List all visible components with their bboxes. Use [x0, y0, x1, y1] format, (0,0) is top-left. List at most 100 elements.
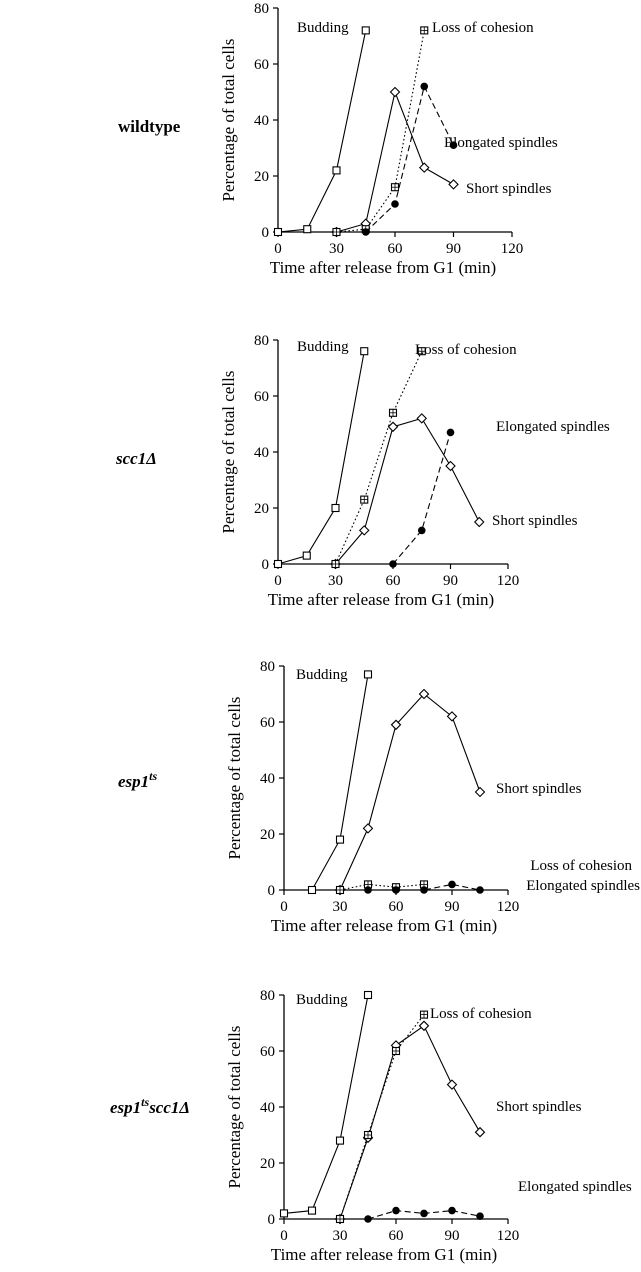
series-label: Elongated spindles	[496, 419, 610, 435]
axes	[277, 8, 512, 233]
diamond-marker	[390, 719, 402, 731]
x-axis-title: Time after release from G1 (min)	[270, 258, 496, 277]
crossed-square-marker	[360, 495, 369, 504]
series-line	[283, 994, 369, 1214]
series-label: Elongated spindles	[526, 878, 640, 894]
square-marker	[303, 225, 312, 234]
series-loss-of-cohesion	[335, 1010, 429, 1224]
x-tick-label: 0	[280, 1228, 288, 1244]
series-label: Short spindles	[496, 1099, 582, 1115]
series-label: Loss of cohesion	[430, 1006, 532, 1022]
series-line	[339, 883, 425, 891]
strain-name: esp1	[118, 772, 149, 791]
series-short-spindles	[334, 1020, 486, 1225]
x-axis-title: Time after release from G1 (min)	[268, 590, 494, 609]
square-marker	[307, 885, 317, 895]
series-label: Budding	[297, 20, 349, 36]
series-line	[339, 693, 481, 891]
x-tick-label: 90	[445, 1228, 460, 1244]
square-marker	[332, 166, 341, 175]
diamond-marker	[387, 421, 399, 433]
filled-circle-marker	[420, 886, 428, 894]
filled-circle-marker	[446, 428, 455, 437]
strain-label: esp1tsscc1Δ	[110, 1095, 190, 1117]
square-marker	[307, 1206, 317, 1215]
series-line	[277, 30, 367, 233]
strain-suffix: scc1Δ	[148, 1098, 190, 1117]
y-tick-label: 40	[260, 1100, 275, 1116]
y-tick-label: 60	[260, 1044, 275, 1060]
series-short-spindles	[331, 86, 459, 238]
series-label: Loss of cohesion	[530, 858, 632, 874]
series-label: Short spindles	[496, 781, 582, 797]
filled-circle-marker	[391, 200, 399, 208]
x-tick-label: 90	[446, 241, 461, 257]
strain-name: wildtype	[118, 117, 181, 136]
strain-label: wildtype	[118, 117, 181, 136]
series-line	[339, 1024, 481, 1220]
series-label: Budding	[296, 667, 348, 683]
filled-circle-marker	[392, 886, 400, 894]
x-tick-label: 30	[333, 1228, 348, 1244]
filled-circle-marker	[476, 886, 484, 894]
crossed-square-marker	[335, 1214, 345, 1224]
axes	[277, 340, 508, 565]
diamond-marker	[418, 688, 430, 700]
y-tick-label: 0	[262, 225, 270, 241]
x-tick-label: 60	[389, 899, 404, 915]
series-line	[334, 350, 423, 565]
x-tick-label: 60	[388, 241, 403, 257]
square-marker	[302, 551, 311, 560]
series-line	[311, 674, 369, 891]
series-line	[277, 351, 365, 565]
filled-circle-marker	[361, 228, 370, 236]
filled-circle-marker	[476, 1212, 484, 1220]
strain-label: scc1Δ	[115, 449, 157, 468]
crossed-square-marker	[420, 26, 429, 35]
filled-circle-marker	[417, 526, 426, 535]
y-tick-label: 0	[268, 1212, 276, 1228]
y-tick-label: 20	[254, 169, 269, 185]
series-label: Elongated spindles	[444, 135, 558, 151]
y-tick-label: 40	[260, 771, 275, 787]
diamond-marker	[362, 823, 374, 834]
diamond-marker	[389, 86, 401, 98]
diamond-marker	[358, 525, 370, 536]
series-line	[339, 1014, 425, 1220]
series-elongated-spindles	[364, 880, 484, 894]
series-label: Short spindles	[466, 181, 552, 197]
square-marker	[273, 559, 283, 569]
filled-circle-marker	[448, 880, 456, 889]
square-marker	[331, 503, 340, 513]
x-tick-label: 90	[443, 573, 458, 589]
x-tick-label: 0	[280, 899, 288, 915]
series-line	[335, 417, 480, 565]
series-budding	[279, 990, 373, 1218]
series-label: Loss of cohesion	[415, 342, 517, 358]
series-elongated-spindles	[361, 82, 458, 236]
crossed-square-marker	[388, 408, 398, 417]
panel-a: wildtype 0 20 40 60 80 0 30 60 90 120 Time after re…	[118, 1, 558, 277]
strain-name: esp1	[110, 1098, 141, 1117]
series-budding	[273, 26, 370, 237]
x-tick-label: 90	[445, 899, 460, 915]
crossed-square-marker	[331, 559, 340, 569]
series-line	[392, 432, 452, 565]
series-label: Short spindles	[492, 513, 578, 529]
crossed-square-marker	[332, 227, 341, 237]
crossed-square-marker	[419, 1010, 429, 1019]
diamond-marker	[446, 711, 458, 722]
y-tick-label: 80	[254, 333, 269, 349]
filled-circle-marker	[420, 82, 429, 91]
filled-circle-marker	[364, 1215, 372, 1223]
y-tick-label: 80	[254, 1, 269, 17]
filled-circle-marker	[389, 560, 397, 568]
filled-circle-marker	[448, 1206, 456, 1215]
y-tick-label: 60	[254, 57, 269, 73]
diamond-marker	[418, 1020, 430, 1032]
square-marker	[335, 1136, 345, 1145]
y-tick-label: 0	[262, 557, 270, 573]
diamond-marker	[418, 162, 430, 173]
